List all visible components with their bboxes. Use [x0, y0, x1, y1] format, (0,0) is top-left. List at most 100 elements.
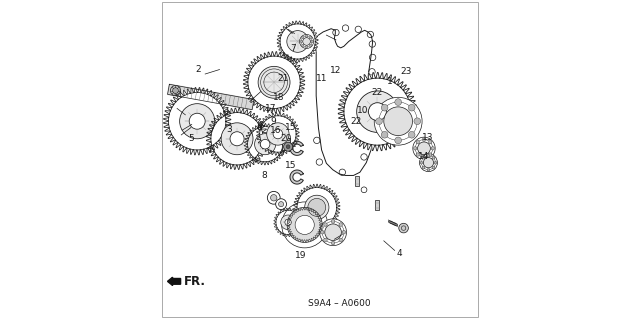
Text: 19: 19	[294, 251, 306, 260]
Polygon shape	[338, 72, 417, 151]
Circle shape	[305, 35, 308, 37]
Circle shape	[332, 241, 335, 245]
Text: 14: 14	[418, 152, 429, 161]
Text: 10: 10	[357, 106, 369, 115]
Circle shape	[324, 238, 327, 242]
Circle shape	[295, 215, 314, 234]
Text: 22: 22	[372, 88, 383, 97]
Circle shape	[408, 104, 415, 111]
Polygon shape	[206, 108, 268, 169]
Circle shape	[189, 113, 205, 129]
Circle shape	[221, 123, 253, 155]
Circle shape	[427, 154, 430, 157]
Text: 15: 15	[285, 123, 296, 132]
Text: S9A4 – A0600: S9A4 – A0600	[308, 299, 371, 308]
Polygon shape	[290, 170, 303, 184]
Circle shape	[180, 104, 215, 139]
Circle shape	[339, 238, 342, 242]
Text: 22: 22	[350, 117, 362, 126]
Text: 20: 20	[280, 134, 291, 143]
Circle shape	[308, 198, 326, 216]
Text: 13: 13	[422, 133, 433, 142]
Circle shape	[309, 36, 312, 39]
Circle shape	[422, 138, 426, 141]
Circle shape	[324, 224, 341, 241]
Circle shape	[271, 195, 277, 201]
Circle shape	[429, 140, 432, 144]
Circle shape	[423, 158, 433, 168]
Polygon shape	[288, 208, 321, 242]
Circle shape	[369, 103, 387, 121]
Circle shape	[276, 199, 287, 210]
Polygon shape	[294, 184, 340, 231]
Circle shape	[300, 34, 314, 48]
Circle shape	[408, 131, 415, 138]
Circle shape	[301, 44, 304, 47]
Text: 12: 12	[330, 66, 341, 75]
Text: 15: 15	[285, 161, 296, 170]
Circle shape	[332, 219, 335, 223]
Circle shape	[429, 153, 432, 156]
Circle shape	[278, 202, 284, 207]
Polygon shape	[243, 52, 305, 113]
Circle shape	[284, 142, 292, 151]
Circle shape	[301, 36, 304, 39]
Circle shape	[376, 118, 382, 125]
Text: 2: 2	[195, 65, 201, 74]
Text: FR.: FR.	[184, 275, 205, 288]
Circle shape	[173, 88, 179, 93]
Polygon shape	[277, 21, 318, 62]
Circle shape	[431, 147, 435, 150]
Bar	[355, 176, 359, 186]
Circle shape	[422, 166, 425, 169]
Circle shape	[273, 129, 283, 139]
Circle shape	[258, 66, 290, 98]
Circle shape	[303, 38, 310, 45]
Circle shape	[418, 142, 430, 155]
Circle shape	[285, 219, 291, 226]
Circle shape	[287, 31, 308, 52]
Circle shape	[286, 145, 290, 149]
Text: 6: 6	[256, 123, 262, 132]
FancyArrow shape	[168, 277, 180, 286]
Circle shape	[416, 140, 419, 144]
Circle shape	[413, 147, 417, 150]
Circle shape	[281, 215, 296, 230]
Text: 1: 1	[387, 77, 393, 86]
Circle shape	[395, 99, 401, 106]
Circle shape	[342, 230, 346, 234]
Polygon shape	[244, 123, 286, 165]
Polygon shape	[168, 84, 254, 110]
Text: 16: 16	[269, 126, 281, 135]
Circle shape	[427, 168, 430, 171]
Circle shape	[305, 46, 308, 48]
Polygon shape	[290, 141, 303, 155]
Circle shape	[305, 195, 329, 219]
Circle shape	[230, 132, 244, 146]
Polygon shape	[163, 87, 231, 155]
Circle shape	[395, 137, 401, 144]
Circle shape	[170, 85, 180, 96]
Circle shape	[361, 187, 367, 193]
Circle shape	[384, 107, 413, 136]
Circle shape	[356, 91, 398, 132]
Polygon shape	[257, 113, 299, 155]
Circle shape	[420, 154, 437, 172]
Text: 3: 3	[226, 125, 232, 134]
Text: 5: 5	[188, 134, 194, 143]
Circle shape	[260, 139, 270, 149]
Circle shape	[255, 134, 276, 155]
Circle shape	[432, 156, 435, 159]
Circle shape	[268, 191, 280, 204]
Circle shape	[267, 123, 289, 145]
Text: 17: 17	[266, 104, 277, 113]
Text: 9: 9	[270, 117, 276, 126]
Text: 8: 8	[261, 171, 267, 180]
Circle shape	[381, 104, 388, 111]
Circle shape	[420, 161, 423, 164]
Circle shape	[432, 166, 435, 169]
Text: 7: 7	[290, 44, 296, 53]
Bar	[375, 200, 379, 210]
Circle shape	[309, 44, 312, 47]
Text: 23: 23	[401, 67, 412, 76]
